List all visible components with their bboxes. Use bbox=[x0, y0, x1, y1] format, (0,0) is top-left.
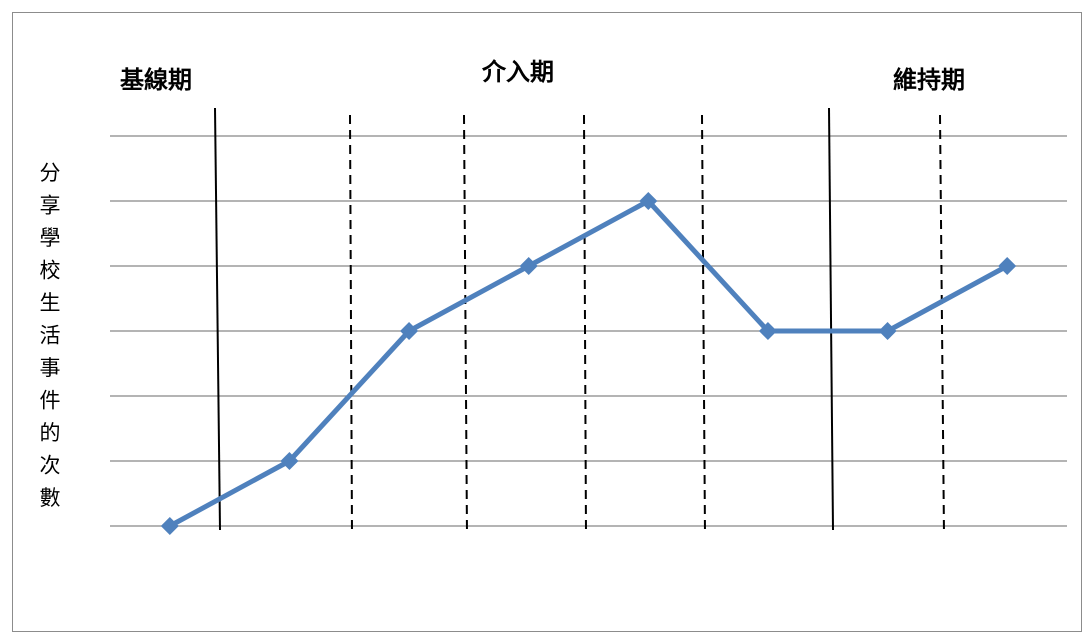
phase-title-intervention: 介入期 bbox=[481, 58, 554, 86]
phase-title-baseline: 基線期 bbox=[120, 66, 192, 94]
phase-divider-2 bbox=[349, 114, 353, 536]
data-point-week-7 bbox=[878, 322, 897, 340]
y-axis-title: 分享學校生活事件的次數 bbox=[40, 161, 61, 510]
phase-divider-5 bbox=[701, 114, 706, 536]
data-point-week-2 bbox=[280, 452, 299, 470]
data-point-week-4 bbox=[519, 257, 538, 275]
data-point-week-3 bbox=[400, 322, 419, 340]
data-series bbox=[160, 192, 1017, 535]
data-point-week-1 bbox=[160, 517, 179, 535]
data-point-week-8 bbox=[998, 257, 1017, 275]
data-point-week-6 bbox=[758, 322, 777, 340]
series-line-1 bbox=[167, 198, 1010, 529]
data-point-week-5 bbox=[639, 192, 658, 210]
phase-divider-4 bbox=[583, 114, 587, 536]
chart-text: 基線期 介入期 維持期 分享學校生活事件的次數 bbox=[40, 58, 966, 510]
gridlines bbox=[110, 135, 1067, 527]
phase-divider-3 bbox=[463, 114, 468, 536]
phase-divider-7 bbox=[939, 114, 945, 536]
phase-title-maintenance: 維持期 bbox=[893, 66, 965, 94]
phase-dividers bbox=[214, 107, 945, 536]
phase-divider-6 bbox=[828, 107, 834, 531]
phase-divider-1 bbox=[214, 107, 221, 531]
